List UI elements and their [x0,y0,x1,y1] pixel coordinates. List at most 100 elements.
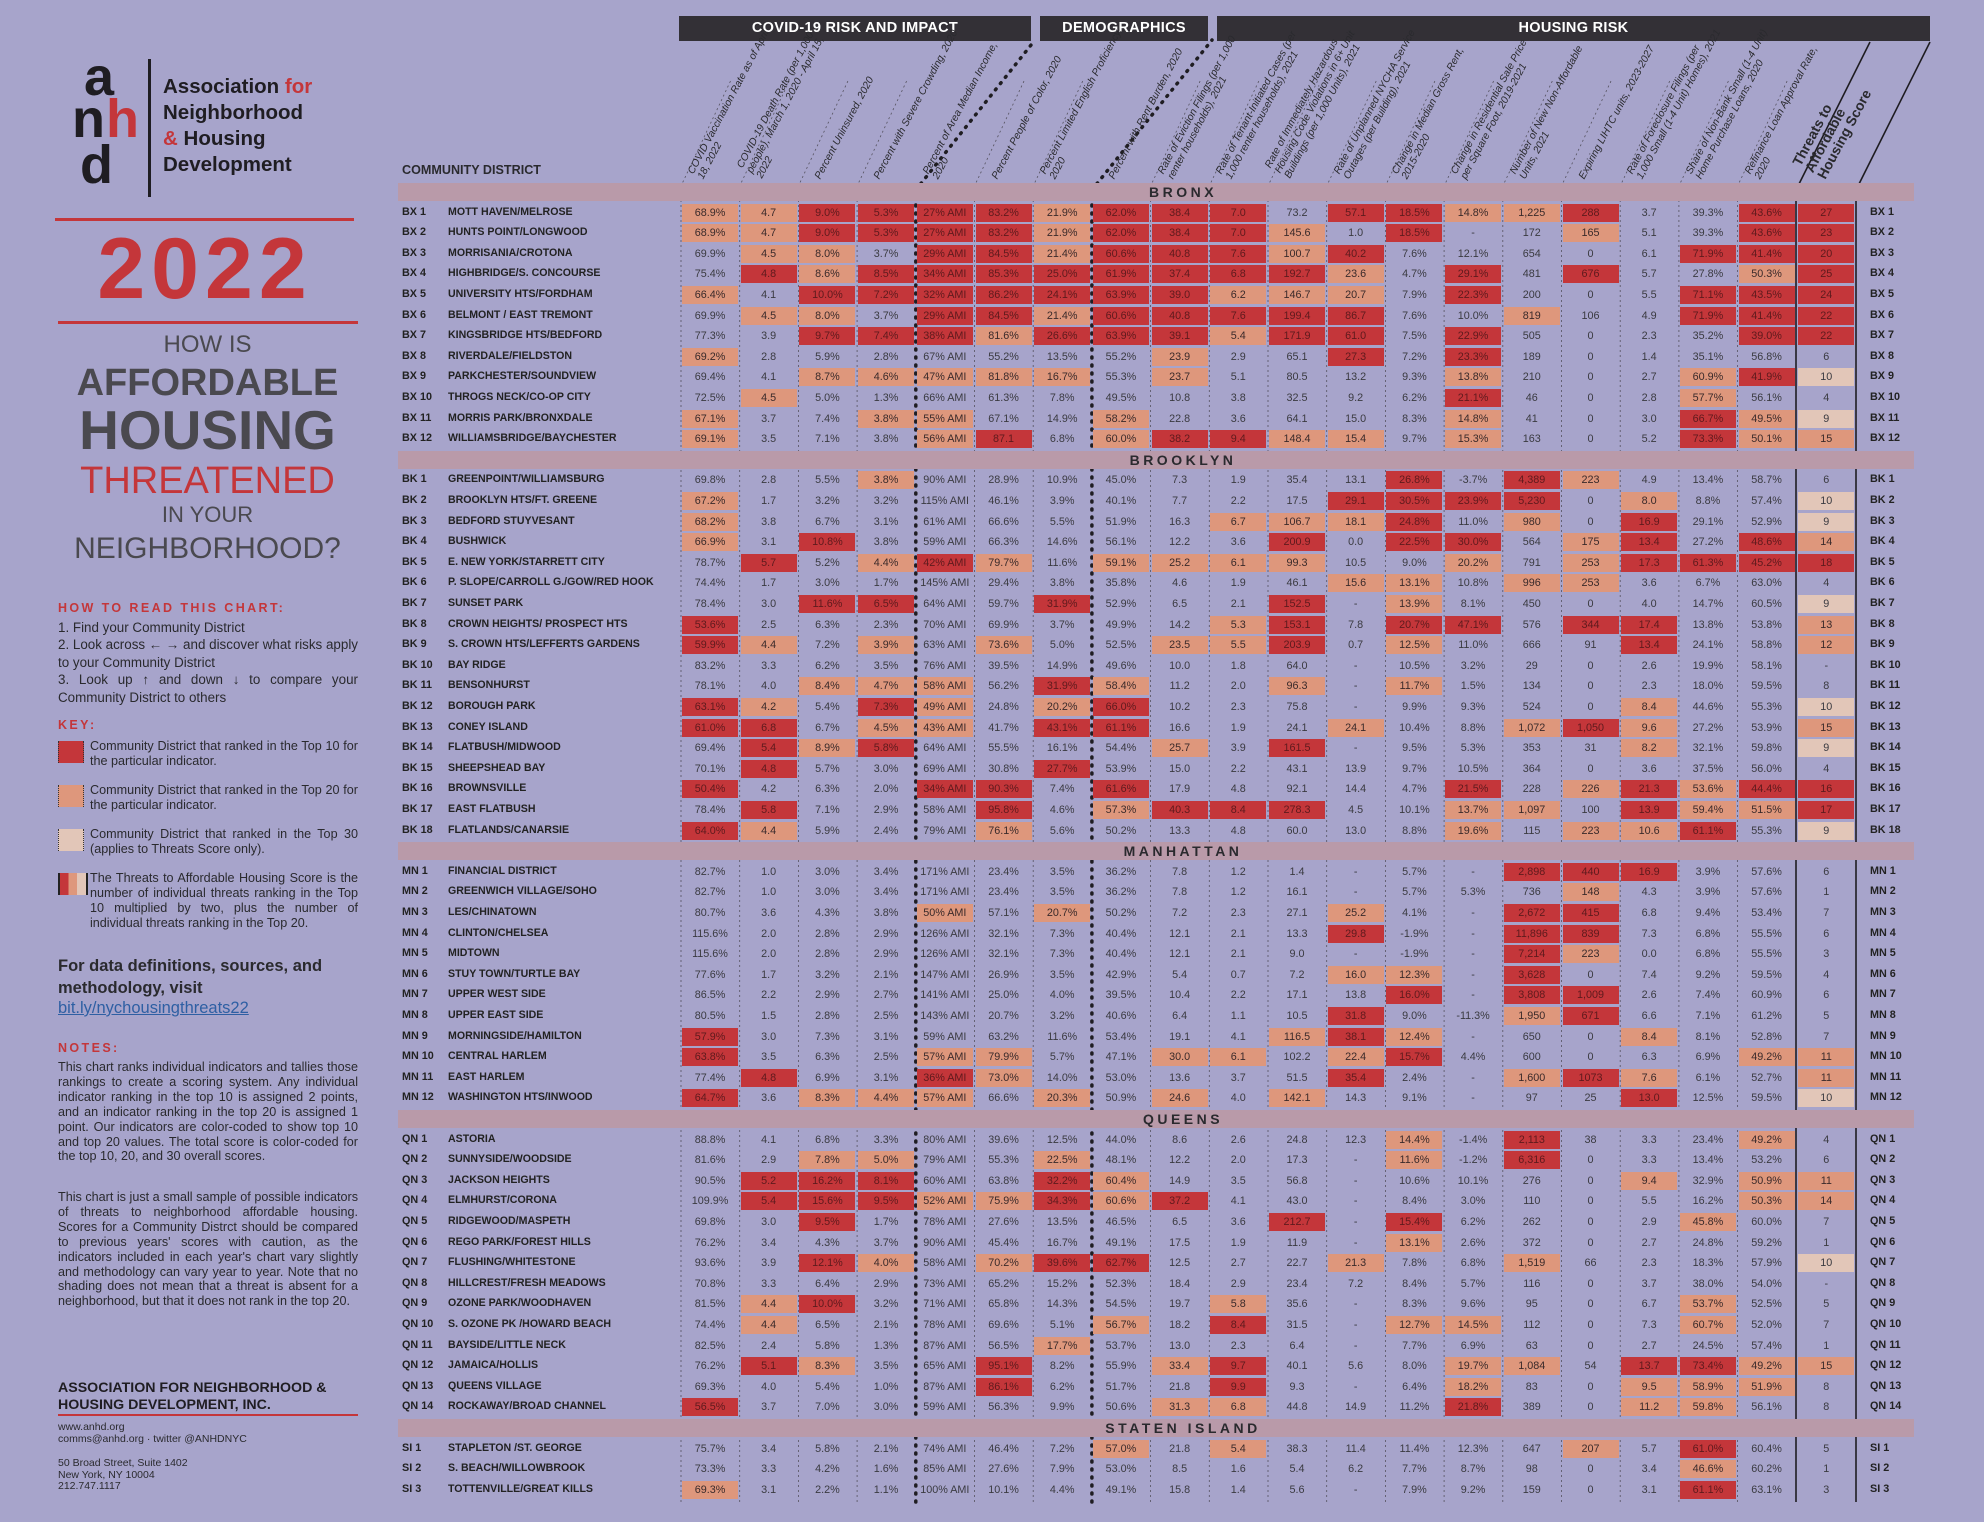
indicator-cell: 2.8% [873,350,899,363]
phone: 212.747.1117 [58,1480,121,1492]
indicator-cell: 27.6% [988,1216,1019,1228]
indicator-cell: 1.9 [1230,721,1246,734]
indicator-cell: 109.9% [691,1195,729,1208]
indicator-cell: 24.8 [1286,1133,1308,1146]
indicator-cell: 46.6% [1679,1460,1736,1479]
indicator-cell: 6.3% [815,783,840,796]
district-name: STUY TOWN/TURTLE BAY [448,967,581,980]
footer-website[interactable]: www.anhd.org [58,1421,125,1433]
indicator-cell: 13.2 [1345,371,1367,384]
indicator-cell: - [1353,680,1358,693]
district-code: BK 4 [402,535,427,548]
indicator-cell: 63.0% [1751,577,1782,590]
indicator-cell: 57.6% [1751,865,1782,878]
threats-score-cell: 5 [1823,1298,1830,1311]
district-name: JAMAICA/HOLLIS [448,1359,539,1372]
indicator-cell: 23.4% [1692,1133,1724,1146]
indicator-cell: 31.9% [1034,677,1091,696]
indicator-cell: 53.6% [682,615,738,634]
logo-org-name: Association for Neighborhood & Housing D… [163,74,312,178]
indicator-cell: 59.4% [1679,801,1736,819]
indicator-cell: 0.7 [1348,639,1364,652]
indicator-cell: 85.3% [975,265,1032,284]
threats-score-cell: 4 [1823,1133,1830,1146]
indicator-cell: 69.8% [694,1216,726,1228]
indicator-cell: 2.9% [873,927,899,940]
indicator-cell: 50.2% [1105,824,1137,837]
indicator-cell: 0 [1587,598,1594,610]
indicator-cell: 50% AMI [916,904,973,922]
indicator-cell: 27.1 [1286,907,1308,919]
indicator-cell: 5.7% [815,762,840,775]
indicator-cell: 524 [1522,701,1541,713]
district-code: MN 1 [402,864,428,877]
district-code: BK 15 [402,761,433,774]
table-row: BK 16 BROWNSVILLE 50.4% 4.2 6.3% 2.0% 34% AMI 9… [0,779,1984,800]
indicator-cell: 0 [1587,515,1594,528]
key-item-top10: Community District that ranked in the To… [58,739,358,779]
indicator-cell: 62.0% [1092,224,1149,243]
indicator-cell: 8.4 [1210,1316,1267,1334]
indicator-cell: 66.6% [988,515,1019,528]
indicator-cell: 14.3 [1345,1092,1367,1105]
indicator-cell: 9.0 [1289,948,1305,961]
indicator-cell: 8.3% [799,1357,856,1376]
borough-name: QUEENS [1142,1111,1224,1127]
indicator-cell: 9.2% [1460,1483,1486,1496]
threats-score-cell: 8 [1823,680,1830,693]
indicator-cell: 49.9% [1105,618,1137,631]
indicator-cell: 1.7 [761,577,777,590]
indicator-cell: 13.9 [1621,801,1678,819]
indicator-cell: 5.1% [1049,1319,1075,1331]
district-code: BK 13 [402,720,433,733]
indicator-cell: 53.4% [1105,1030,1137,1043]
indicator-cell: 3.0 [761,1216,777,1228]
indicator-cell: 9.2% [1695,968,1721,981]
definitions-link[interactable]: bit.ly/nychousingthreats22 [58,999,249,1017]
indicator-cell: 3.9% [1049,495,1075,507]
table-row: QN 4 ELMHURST/CORONA 109.9% 5.4 15.6% 9.5% 52%… [0,1191,1984,1212]
indicator-cell: 13.7 [1621,1357,1678,1376]
footer-email-twitter[interactable]: comms@anhd.org · twitter @ANHDNYC [58,1433,247,1445]
district-name: UPPER WEST SIDE [448,988,546,1001]
indicator-cell: 1.7% [873,577,899,590]
indicator-cell: -1.9% [1400,948,1429,961]
indicator-cell: 3.3 [761,1463,777,1476]
indicator-cell: 39.0% [1738,327,1795,346]
threats-score-cell: 10 [1798,698,1855,716]
indicator-cell: 70.2% [975,1254,1032,1273]
table-row: BX 7 KINGSBRIDGE HTS/BEDFORD 77.3% 3.9 9.7% 7… [0,326,1984,347]
indicator-cell: 0 [1587,1298,1594,1311]
indicator-cell: 12.1% [799,1254,856,1273]
threats-score-cell: 5 [1823,1010,1830,1022]
indicator-cell: 73.3% [694,1463,726,1476]
indicator-cell: 372 [1522,1236,1541,1249]
indicator-cell: 71% AMI [923,1298,967,1311]
indicator-cell: 24.1 [1286,721,1308,734]
indicator-cell: 17.9 [1169,783,1191,796]
district-code-right: BK 7 [1870,597,1895,609]
indicator-cell: 20.3% [1034,1089,1091,1108]
logo-divider [148,59,151,197]
indicator-cell: 7.2 [1289,968,1305,981]
indicator-cell: 5.3% [1460,742,1486,755]
indicator-cell: - [1353,1195,1358,1208]
indicator-cell: 55.2% [1105,350,1137,363]
indicator-cell: 145.6 [1269,224,1325,243]
indicator-cell: 0 [1587,412,1594,425]
indicator-cell: 16.9 [1621,512,1678,531]
district-name: S. CROWN HTS/LEFFERTS GARDENS [448,638,640,651]
indicator-cell: 5.1 [1230,371,1246,384]
indicator-cell: 115.6% [692,948,728,961]
indicator-cell: 53.7% [1105,1339,1137,1352]
indicator-cell: 13.6 [1169,1071,1191,1084]
indicator-cell: 87% AMI [923,1380,967,1393]
indicator-cell: 69.9% [694,309,726,322]
indicator-cell: 59.5% [1751,1092,1782,1105]
indicator-cell: 7.6% [1402,247,1427,260]
indicator-cell: 3.5% [873,1360,899,1373]
indicator-cell: 29.1 [1327,492,1384,510]
indicator-cell: 505 [1522,330,1541,343]
indicator-cell: 50.2% [1105,907,1137,919]
indicator-cell: 77.3% [694,330,726,343]
